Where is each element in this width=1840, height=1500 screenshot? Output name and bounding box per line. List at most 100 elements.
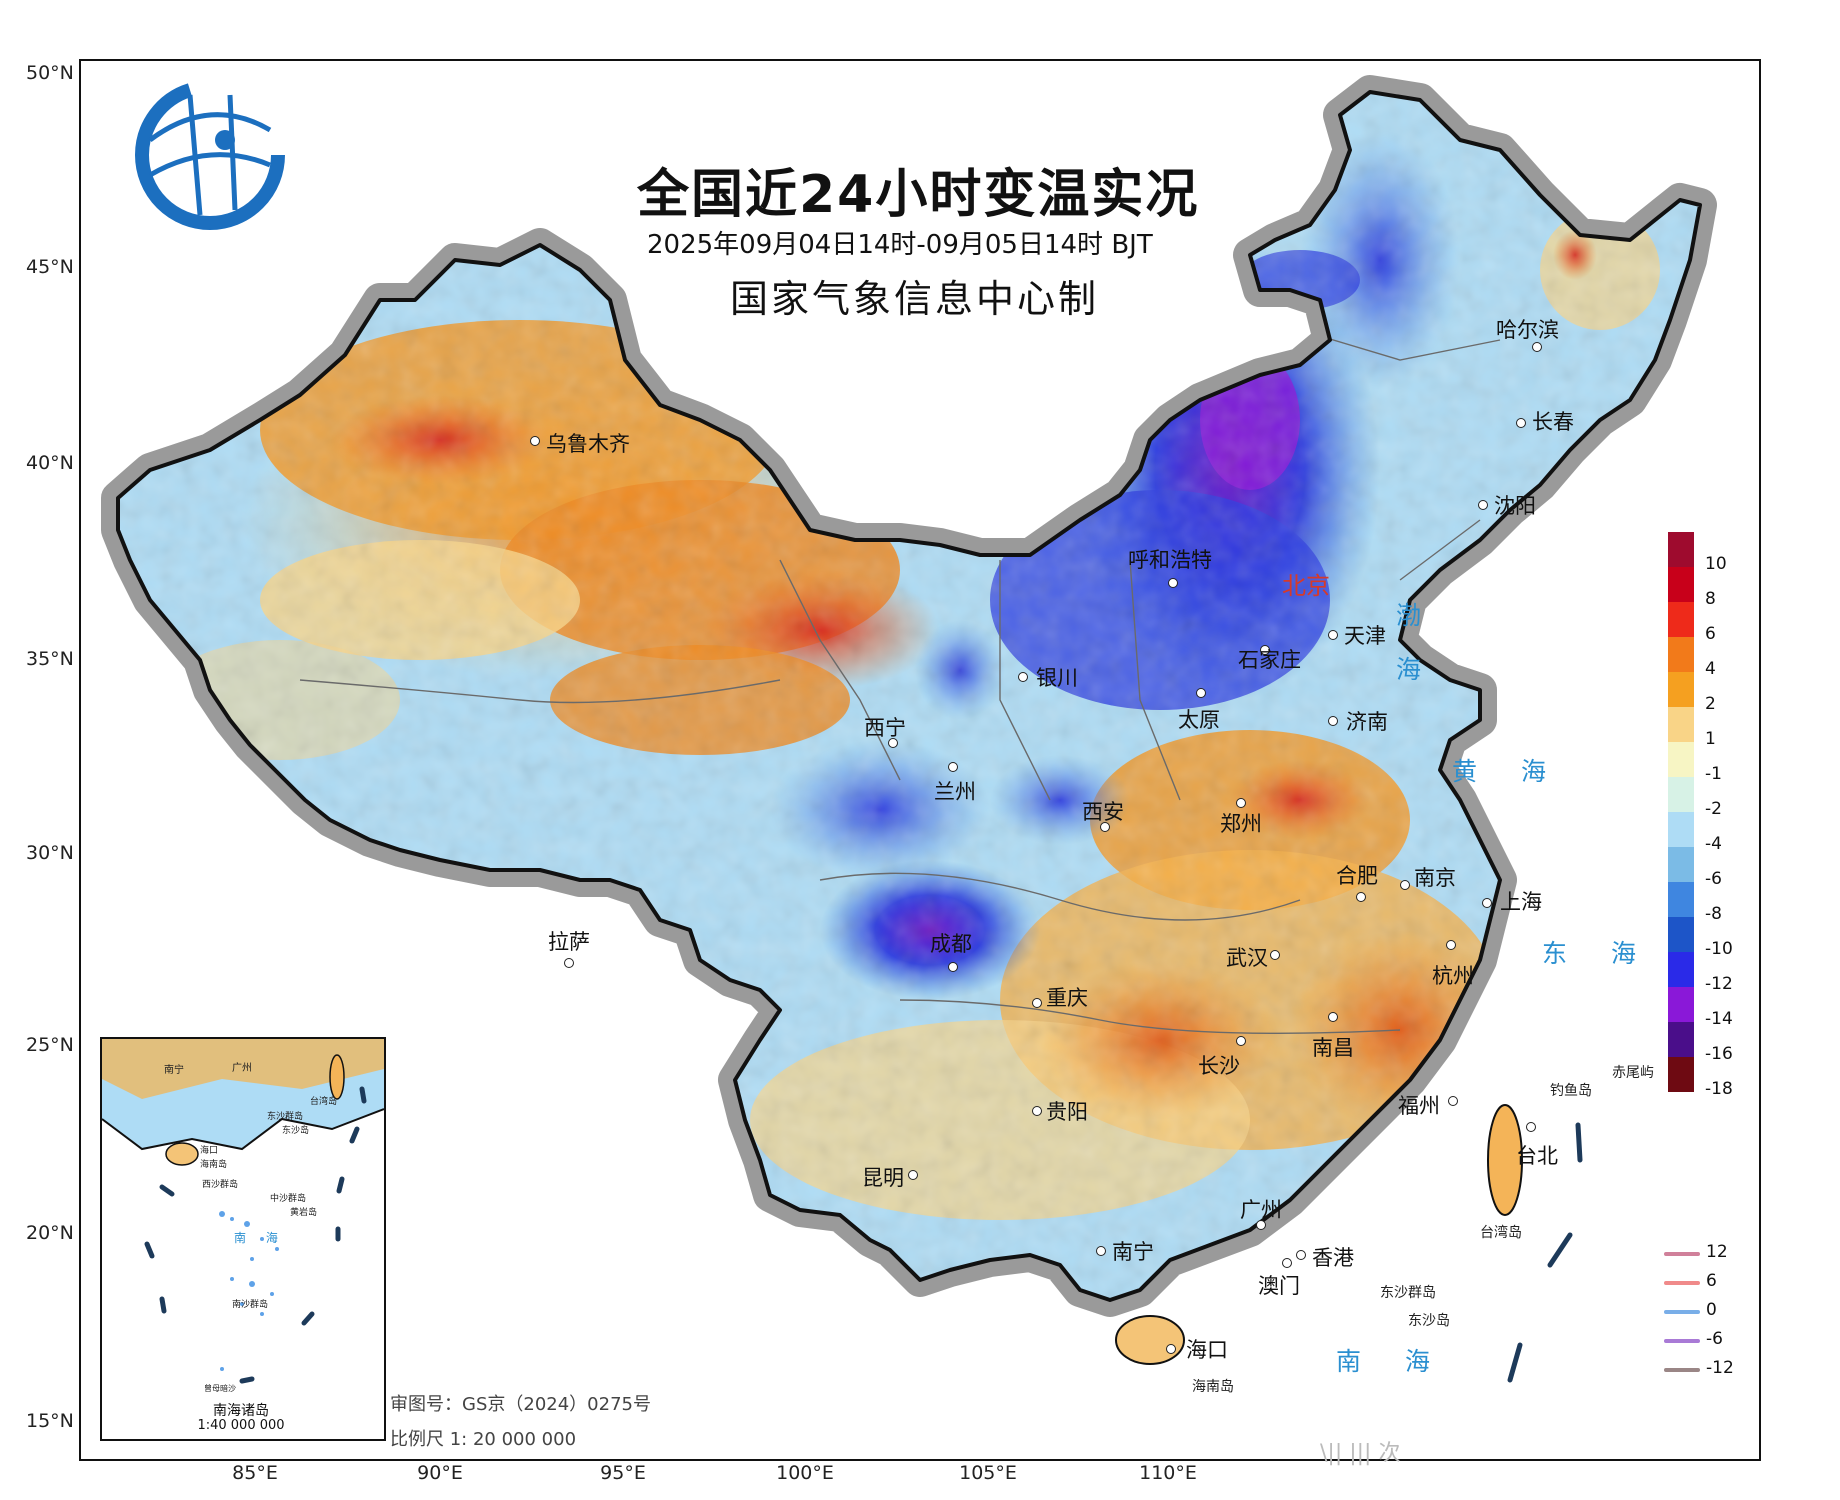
city-dot [1032, 1106, 1042, 1116]
legend-swatch [1668, 1057, 1694, 1092]
inset-label: 曾母暗沙 [204, 1384, 236, 1393]
inset-title: 南海诸岛 [213, 1403, 269, 1419]
legend-swatch [1668, 672, 1694, 707]
approval-number: 审图号：GS京（2024）0275号 [390, 1394, 651, 1415]
city-label: 澳门 [1258, 1274, 1300, 1298]
city-dot [1296, 1250, 1306, 1260]
map-subtitle: 2025年09月04日14时-09月05日14时 BJT [647, 230, 1153, 260]
inset-label: 台湾岛 [310, 1097, 338, 1107]
inset-label: 南沙群岛 [232, 1300, 269, 1310]
inset-label: 中沙群岛 [270, 1194, 307, 1204]
city-label: 拉萨 [548, 930, 590, 954]
city-label: 上海 [1500, 890, 1542, 914]
city-dot [1482, 898, 1492, 908]
city-dot [1356, 892, 1366, 902]
city-dot [1256, 1220, 1266, 1230]
island-label: 赤尾屿 [1612, 1065, 1654, 1081]
city-dot [1236, 798, 1246, 808]
city-label: 福州 [1398, 1094, 1440, 1118]
map-frame [79, 59, 1761, 1461]
city-dot [1096, 1246, 1106, 1256]
city-label: 杭州 [1432, 964, 1474, 988]
city-label: 西安 [1082, 800, 1124, 824]
contour-label: 0 [1706, 1300, 1717, 1320]
city-label: 贵阳 [1046, 1100, 1088, 1124]
city-dot [1448, 1096, 1458, 1106]
city-label: 南宁 [1112, 1240, 1154, 1264]
lat-label: 45°N [26, 256, 74, 278]
contour-swatch [1664, 1339, 1700, 1343]
city-dot [1400, 880, 1410, 890]
lat-label: 50°N [26, 62, 74, 84]
legend-swatch [1668, 1022, 1694, 1057]
legend-label: 10 [1705, 554, 1727, 574]
inset-label: 东沙群岛 [267, 1112, 304, 1122]
inset-label: 海口 [200, 1146, 219, 1156]
contour-swatch [1664, 1281, 1700, 1285]
watermark: \|| ||| 次 [1320, 1441, 1401, 1466]
city-label: 呼和浩特 [1128, 548, 1212, 572]
lat-label: 15°N [26, 1410, 74, 1432]
taiwan-island [1487, 1104, 1523, 1216]
city-label: 石家庄 [1238, 648, 1301, 672]
city-label: 银川 [1036, 666, 1078, 690]
legend-label: -6 [1705, 869, 1722, 889]
city-label: 香港 [1312, 1246, 1354, 1270]
legend-swatch [1668, 812, 1694, 847]
map-title: 全国近24小时变温实况 [637, 165, 1200, 225]
legend-label: 6 [1705, 624, 1716, 644]
city-label: 哈尔滨 [1496, 318, 1559, 342]
city-dot [908, 1170, 918, 1180]
contour-label: 6 [1706, 1271, 1717, 1291]
contour-label: -12 [1706, 1358, 1734, 1378]
city-dot [1328, 630, 1338, 640]
city-dot [1532, 342, 1542, 352]
map-maker: 国家气象信息中心制 [730, 277, 1100, 321]
sea-label: 南 海 [1336, 1347, 1448, 1376]
legend-label: -16 [1705, 1044, 1733, 1064]
city-label: 南京 [1414, 866, 1456, 890]
inset-label: 广州 [232, 1063, 252, 1074]
legend-label: -4 [1705, 834, 1722, 854]
city-dot [1166, 1344, 1176, 1354]
city-label: 西宁 [864, 716, 906, 740]
lat-label: 35°N [26, 648, 74, 670]
city-label: 成都 [930, 932, 972, 956]
inset-label: 东沙岛 [282, 1126, 310, 1136]
inset-scale: 1:40 000 000 [197, 1418, 285, 1433]
city-dot [1260, 645, 1270, 655]
legend-swatch [1668, 882, 1694, 917]
legend-swatch [1668, 952, 1694, 987]
inset-label: 黄岩岛 [290, 1208, 318, 1218]
city-dot [948, 762, 958, 772]
island-label: 海南岛 [1192, 1379, 1234, 1395]
city-dot [1270, 950, 1280, 960]
island-label: 东沙群岛 [1380, 1285, 1436, 1301]
inset-label: 西沙群岛 [202, 1180, 239, 1190]
legend-swatch [1668, 707, 1694, 742]
city-dot [1196, 688, 1206, 698]
city-dot [948, 962, 958, 972]
contour-label: 12 [1706, 1242, 1728, 1262]
legend-swatch [1668, 567, 1694, 602]
city-label: 兰州 [934, 780, 976, 804]
legend-swatch [1668, 742, 1694, 777]
city-dot [1328, 1012, 1338, 1022]
city-dot [1516, 418, 1526, 428]
inset-label: 南 海 [234, 1231, 286, 1245]
south-china-sea-inset: 南宁 广州 台湾岛 东沙群岛 东沙岛 海口 海南岛 西沙群岛 中沙群岛 黄岩岛 … [100, 1037, 386, 1441]
city-dot [1168, 578, 1178, 588]
contour-label: -6 [1706, 1329, 1723, 1349]
city-dot [1018, 672, 1028, 682]
city-label: 合肥 [1336, 864, 1378, 888]
legend-label: -12 [1705, 974, 1733, 994]
cma-logo [135, 80, 285, 230]
sea-label: 海 [1396, 655, 1440, 684]
province-lines [299, 329, 1501, 1035]
legend-label: 2 [1705, 694, 1716, 714]
city-dot [1100, 822, 1110, 832]
lat-label: 20°N [26, 1222, 74, 1244]
city-label: 南昌 [1312, 1036, 1354, 1060]
inset-canvas [102, 1039, 384, 1384]
legend-swatch [1668, 987, 1694, 1022]
